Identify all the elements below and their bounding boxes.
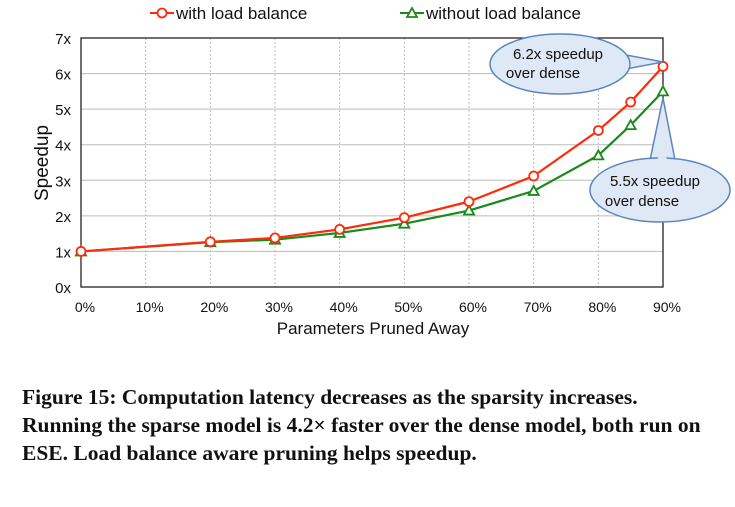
series-line	[80, 90, 664, 253]
legend-marker-triangle	[405, 6, 419, 18]
data-point-triangle	[656, 84, 670, 97]
x-tick-label: 50%	[394, 299, 422, 315]
y-tick-label: 3x	[55, 173, 71, 190]
data-point-triangle	[591, 148, 605, 161]
legend-label: without load balance	[425, 4, 581, 23]
y-tick-label: 4x	[55, 138, 71, 155]
y-tick-label: 5x	[55, 102, 71, 119]
speedup-chart: 0x 1x 2x 3x 4x 5x 6x 7x 0% 10% 20% 30% 40% 50% 60% 70% 8…	[32, 4, 731, 338]
x-tick-label: 70%	[524, 299, 552, 315]
callout-pointer	[649, 97, 676, 161]
x-tick-label: 0%	[75, 299, 95, 315]
callout-text: over dense	[605, 193, 679, 210]
x-tick-label: 40%	[330, 299, 358, 315]
y-tick-label: 0x	[55, 280, 71, 297]
y-tick-label: 2x	[55, 209, 71, 226]
figure-caption: Figure 15: Computation latency decreases…	[22, 385, 701, 465]
x-tick-label: 60%	[459, 299, 487, 315]
callout-text: 5.5x speedup	[610, 173, 700, 190]
x-tick-label: 10%	[136, 299, 164, 315]
data-point-triangle	[462, 203, 476, 216]
x-tick-label: 20%	[200, 299, 228, 315]
callout-join	[600, 52, 612, 76]
y-tick-label: 6x	[55, 67, 71, 84]
x-tick-label: 90%	[653, 299, 681, 315]
data-point-circle	[204, 236, 216, 248]
y-tick-label: 7x	[55, 31, 71, 48]
data-point-circle	[269, 232, 281, 244]
data-point-circle	[463, 196, 475, 208]
callout-bubble	[489, 33, 631, 95]
callout-text: 6.2x speedup	[513, 46, 603, 63]
callout-text: over dense	[506, 65, 580, 82]
data-point-triangle	[397, 216, 411, 229]
data-point-circle	[334, 223, 346, 235]
x-tick-label: 80%	[588, 299, 616, 315]
legend-label: with load balance	[175, 4, 307, 23]
data-point-triangle	[624, 118, 638, 131]
data-point-circle	[398, 212, 410, 224]
y-axis-label: Speedup	[32, 125, 53, 201]
data-point-circle	[592, 125, 604, 136]
x-axis-label: Parameters Pruned Away	[277, 319, 470, 338]
data-point-circle	[75, 246, 87, 257]
series-line	[80, 65, 664, 253]
data-point-circle	[625, 96, 637, 108]
legend-marker-circle	[156, 7, 168, 19]
x-tick-label: 30%	[265, 299, 293, 315]
y-tick-label: 1x	[55, 244, 71, 261]
data-point-circle	[528, 170, 540, 182]
data-point-triangle	[527, 184, 541, 196]
callout-join	[652, 150, 673, 170]
